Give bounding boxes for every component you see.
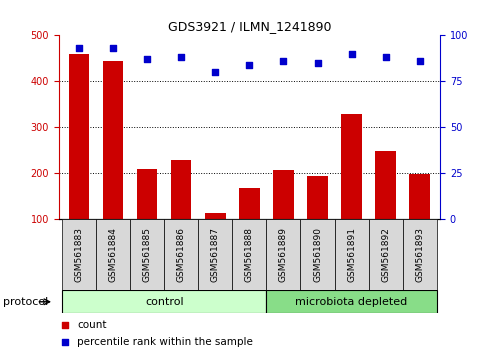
Text: control: control [144, 297, 183, 307]
Bar [341, 114, 361, 266]
Text: GSM561891: GSM561891 [346, 227, 355, 282]
Point [61, 322, 68, 328]
Point [211, 69, 219, 75]
Point [75, 45, 83, 51]
Text: microbiota depleted: microbiota depleted [295, 297, 407, 307]
Bar [375, 152, 395, 266]
Point [381, 55, 389, 60]
Text: GSM561886: GSM561886 [177, 227, 185, 282]
Text: GSM561883: GSM561883 [75, 227, 83, 282]
Point [415, 58, 423, 64]
Bar [368, 219, 402, 290]
Bar [69, 54, 89, 266]
Text: count: count [77, 320, 106, 330]
Point [347, 51, 355, 57]
Text: GSM561889: GSM561889 [278, 227, 287, 282]
Bar [306, 176, 327, 266]
Point [61, 339, 68, 345]
Text: GSM561890: GSM561890 [312, 227, 321, 282]
Bar [164, 219, 198, 290]
Text: GSM561888: GSM561888 [244, 227, 253, 282]
Text: protocol: protocol [3, 297, 48, 307]
Bar [198, 219, 232, 290]
Point [245, 62, 253, 68]
Bar [266, 219, 300, 290]
Point [313, 60, 321, 66]
Text: GSM561885: GSM561885 [142, 227, 151, 282]
Bar [171, 160, 191, 266]
Bar [273, 170, 293, 266]
Point [143, 57, 151, 62]
Bar [408, 175, 429, 266]
Bar [137, 169, 157, 266]
Point [279, 58, 287, 64]
Text: percentile rank within the sample: percentile rank within the sample [77, 337, 252, 347]
Bar [96, 219, 130, 290]
Text: GSM561887: GSM561887 [210, 227, 220, 282]
Point [177, 55, 185, 60]
Title: GDS3921 / ILMN_1241890: GDS3921 / ILMN_1241890 [167, 20, 330, 33]
Bar [62, 290, 266, 313]
Point [109, 45, 117, 51]
Bar [232, 219, 266, 290]
Bar [130, 219, 164, 290]
Bar [266, 290, 436, 313]
Bar [334, 219, 368, 290]
Text: GSM561893: GSM561893 [414, 227, 423, 282]
Bar [239, 188, 259, 266]
Bar [62, 219, 96, 290]
Bar [402, 219, 436, 290]
Bar [300, 219, 334, 290]
Bar [103, 61, 123, 266]
Text: GSM561892: GSM561892 [380, 227, 389, 282]
Bar [204, 213, 225, 266]
Text: GSM561884: GSM561884 [108, 227, 118, 282]
